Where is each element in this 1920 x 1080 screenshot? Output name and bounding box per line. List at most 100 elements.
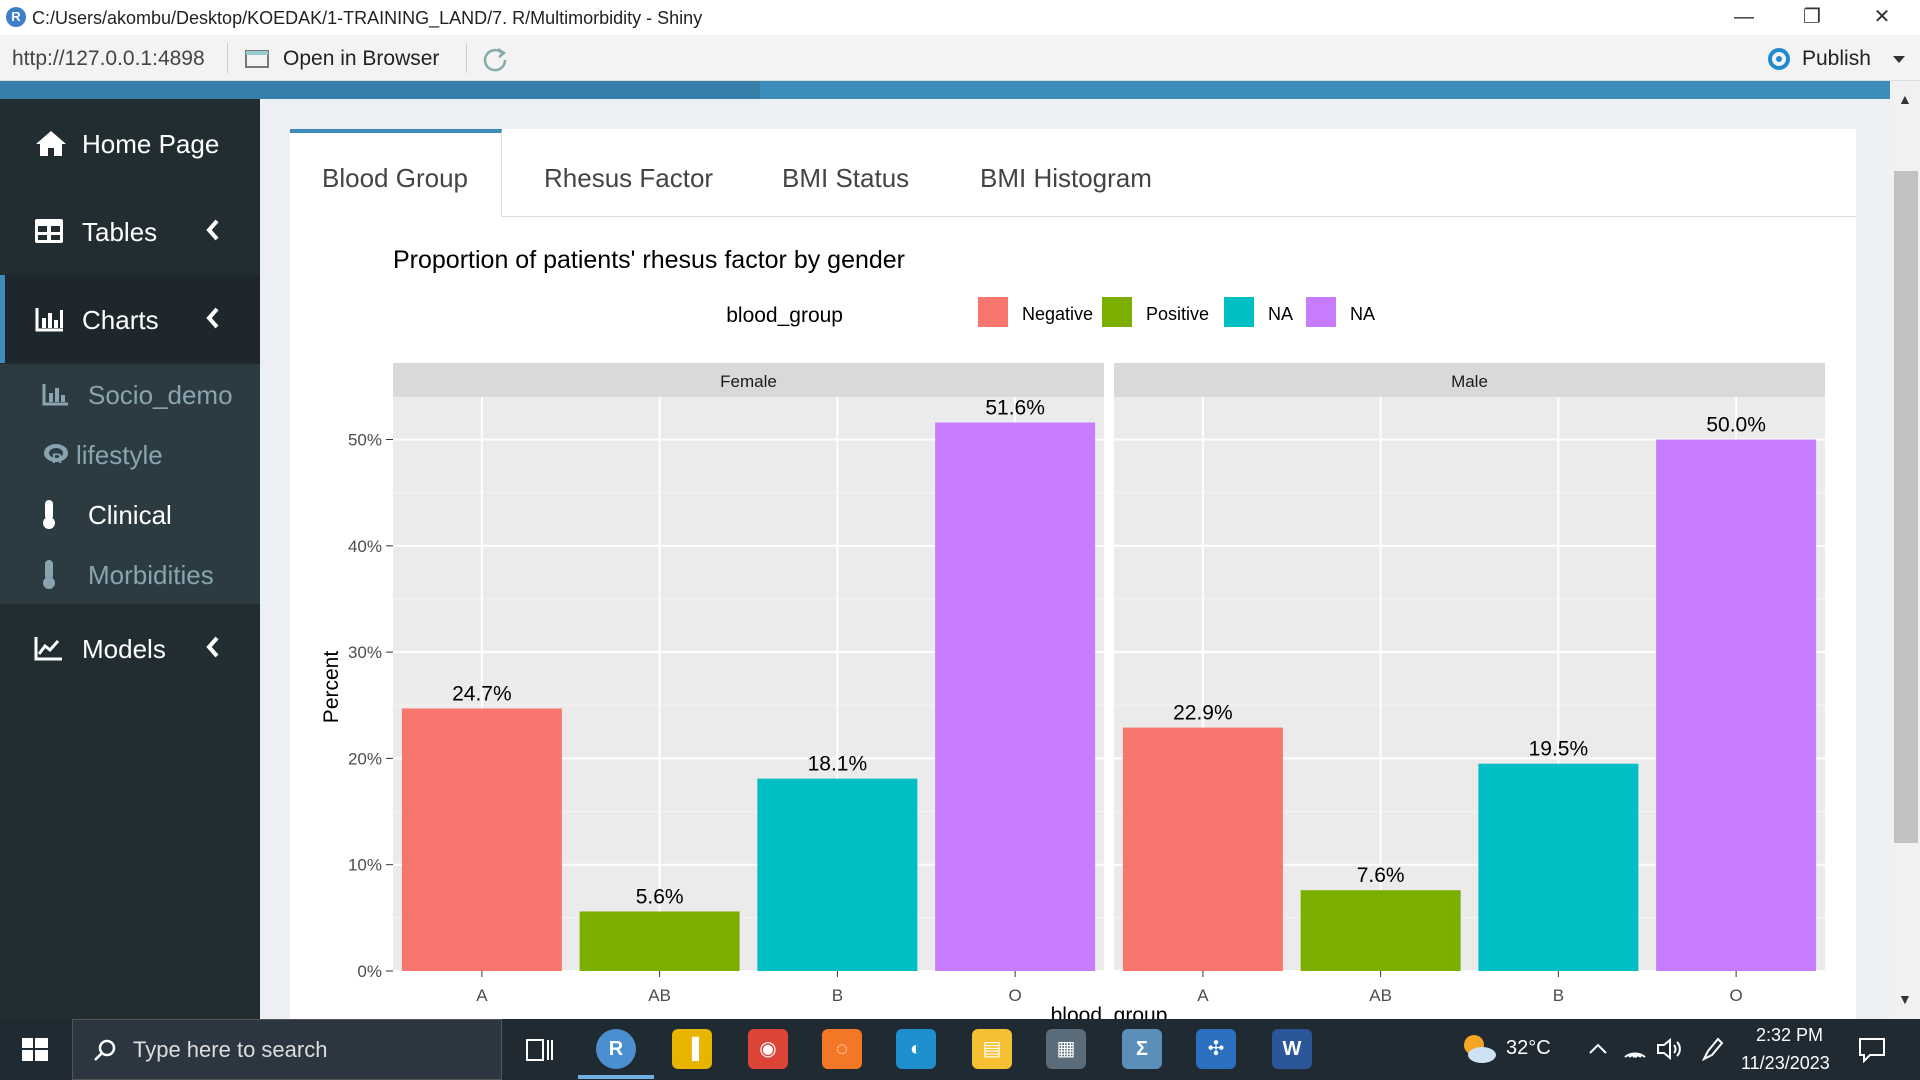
windows-taskbar: Type here to search R ▐ ◉ ◌ ◐ ▤ ▦ Σ ✣ W 32°C 2:32… — [0, 1019, 1920, 1080]
bar-value-label: 24.7% — [452, 682, 512, 705]
dashboard-header — [0, 81, 1890, 99]
x-tick-label: AB — [1369, 986, 1392, 1005]
bar-male-b — [1478, 763, 1639, 971]
bar-male-o — [1656, 439, 1817, 971]
bar-value-label: 22.9% — [1173, 702, 1233, 725]
y-axis: 0% 10% 20% 30% 40% 50% — [348, 431, 393, 981]
x-tick-label: AB — [648, 986, 671, 1005]
chevron-left-icon — [206, 219, 219, 241]
main-content: Blood Group Rhesus Factor BMI Status BMI… — [260, 99, 1890, 1029]
chevron-left-icon — [206, 636, 219, 658]
address-bar: http://127.0.0.1:4898 Open in Browser Pu… — [0, 35, 1920, 81]
sidebar-subitem-clinical[interactable]: Clinical — [0, 484, 260, 544]
maximize-button[interactable]: ❐ — [1803, 6, 1821, 28]
open-in-browser-icon — [245, 50, 269, 68]
weather-icon — [1464, 1035, 1496, 1063]
sidebar-item-label: Charts — [82, 305, 159, 335]
scroll-up-icon[interactable]: ▲ — [1898, 91, 1912, 107]
bar-value-label: 18.1% — [808, 753, 868, 776]
facet-strip — [1114, 363, 1825, 397]
facet-strip-label: Female — [720, 372, 777, 391]
window-title-bar: R C:/Users/akombu/Desktop/KOEDAK/1-TRAIN… — [0, 0, 1920, 35]
sidebar-item-models[interactable]: Models — [0, 604, 260, 692]
publish-dropdown-icon[interactable] — [1892, 55, 1906, 65]
y-tick-label: 40% — [348, 537, 382, 556]
legend-swatch — [978, 297, 1008, 327]
tab-bar: Blood Group Rhesus Factor BMI Status BMI… — [290, 129, 1856, 217]
legend-title: blood_group — [726, 304, 843, 327]
volume-icon[interactable] — [1656, 1037, 1684, 1061]
page-scrollbar[interactable]: ▲ ▼ — [1890, 81, 1920, 1019]
legend-swatch — [1306, 297, 1336, 327]
scrollbar-thumb[interactable] — [1894, 171, 1918, 843]
tab-bmi-histogram[interactable]: BMI Histogram — [980, 163, 1152, 193]
weather-temperature[interactable]: 32°C — [1506, 1037, 1551, 1059]
bar-male-ab — [1300, 890, 1461, 971]
refresh-icon[interactable] — [480, 44, 510, 74]
facet-panels: Female24.7%A5.6%AB18.1%B51.6%OMale22.9%A… — [393, 363, 1825, 1005]
chevron-up-icon[interactable] — [1588, 1041, 1608, 1057]
microsoft-store-taskbar-icon[interactable]: ▦ — [1046, 1029, 1086, 1069]
tableau-taskbar-icon[interactable]: ✣ — [1196, 1029, 1236, 1069]
rstudio-taskbar-icon[interactable]: R — [578, 1029, 654, 1079]
word-taskbar-icon[interactable]: W — [1272, 1029, 1312, 1069]
x-tick-label: O — [1009, 986, 1022, 1005]
y-axis-label: Percent — [320, 651, 343, 724]
facet-strip-label: Male — [1451, 372, 1488, 391]
sidebar-item-home[interactable]: Home Page — [0, 99, 260, 187]
thermometer-icon — [43, 500, 55, 529]
clock-date[interactable]: 11/23/2023 — [1741, 1053, 1830, 1073]
tab-bmi-status[interactable]: BMI Status — [782, 163, 910, 193]
window-title: C:/Users/akombu/Desktop/KOEDAK/1-TRAININ… — [32, 8, 703, 28]
sidebar-subitem-label: Morbidities — [88, 560, 214, 590]
minimize-button[interactable]: — — [1734, 6, 1754, 28]
legend-label: Negative — [1022, 304, 1093, 324]
active-app-indicator — [578, 1075, 654, 1079]
y-tick-label: 50% — [348, 431, 382, 450]
bar-chart-icon — [42, 384, 68, 406]
legend-label: Positive — [1146, 304, 1209, 324]
search-placeholder: Type here to search — [133, 1037, 328, 1062]
bar-value-label: 7.6% — [1357, 864, 1405, 887]
sidebar-subitem-socio-demo[interactable]: Socio_demo — [0, 364, 260, 424]
sidebar-subitem-morbidities[interactable]: Morbidities — [0, 544, 260, 604]
network-icon[interactable] — [1622, 1037, 1648, 1061]
sidebar-item-label: Tables — [82, 217, 158, 247]
charts-submenu: Socio_demo R lifestyle Clinical Morbidit… — [0, 364, 260, 604]
search-icon — [94, 1039, 116, 1061]
sidebar-item-tables[interactable]: Tables — [0, 187, 260, 275]
sidebar-subitem-label: lifestyle — [76, 440, 163, 470]
jupyter-taskbar-icon[interactable]: ◌ — [822, 1029, 862, 1069]
clock-time[interactable]: 2:32 PM — [1756, 1025, 1824, 1045]
legend-label: NA — [1350, 304, 1375, 324]
scroll-down-icon[interactable]: ▼ — [1898, 991, 1912, 1007]
file-explorer-taskbar-icon[interactable]: ▤ — [972, 1029, 1012, 1069]
edge-taskbar-icon[interactable]: ◐ — [896, 1029, 936, 1069]
legend-label: NA — [1268, 304, 1293, 324]
task-view-icon[interactable] — [526, 1038, 554, 1062]
chrome-taskbar-icon[interactable]: ◉ — [748, 1029, 788, 1069]
publish-button[interactable]: Publish — [1802, 47, 1871, 70]
home-icon — [36, 131, 66, 156]
close-button[interactable]: ✕ — [1873, 6, 1891, 28]
svg-text:R: R — [52, 450, 62, 466]
pen-icon[interactable] — [1700, 1037, 1724, 1063]
sidebar-item-charts[interactable]: Charts — [0, 275, 260, 363]
url-display[interactable]: http://127.0.0.1:4898 — [12, 47, 205, 70]
open-in-browser-button[interactable]: Open in Browser — [283, 47, 440, 70]
sidebar-item-label: Home Page — [82, 129, 220, 159]
math-app-taskbar-icon[interactable]: Σ — [1122, 1029, 1162, 1069]
taskbar-search-box[interactable]: Type here to search — [72, 1019, 502, 1080]
y-tick-label: 0% — [357, 962, 382, 981]
r-project-icon: R — [44, 444, 68, 466]
notification-icon[interactable] — [1858, 1037, 1886, 1063]
r-logo-icon: R — [6, 7, 26, 27]
tab-rhesus-factor[interactable]: Rhesus Factor — [544, 163, 714, 193]
sidebar-subitem-lifestyle[interactable]: R lifestyle — [0, 424, 260, 484]
windows-start-icon[interactable] — [22, 1038, 48, 1062]
table-icon — [35, 219, 63, 243]
line-chart-icon — [34, 637, 62, 661]
power-bi-taskbar-icon[interactable]: ▐ — [672, 1029, 712, 1069]
sidebar-subitem-label: Socio_demo — [88, 380, 233, 410]
tab-blood-group[interactable]: Blood Group — [290, 129, 502, 217]
